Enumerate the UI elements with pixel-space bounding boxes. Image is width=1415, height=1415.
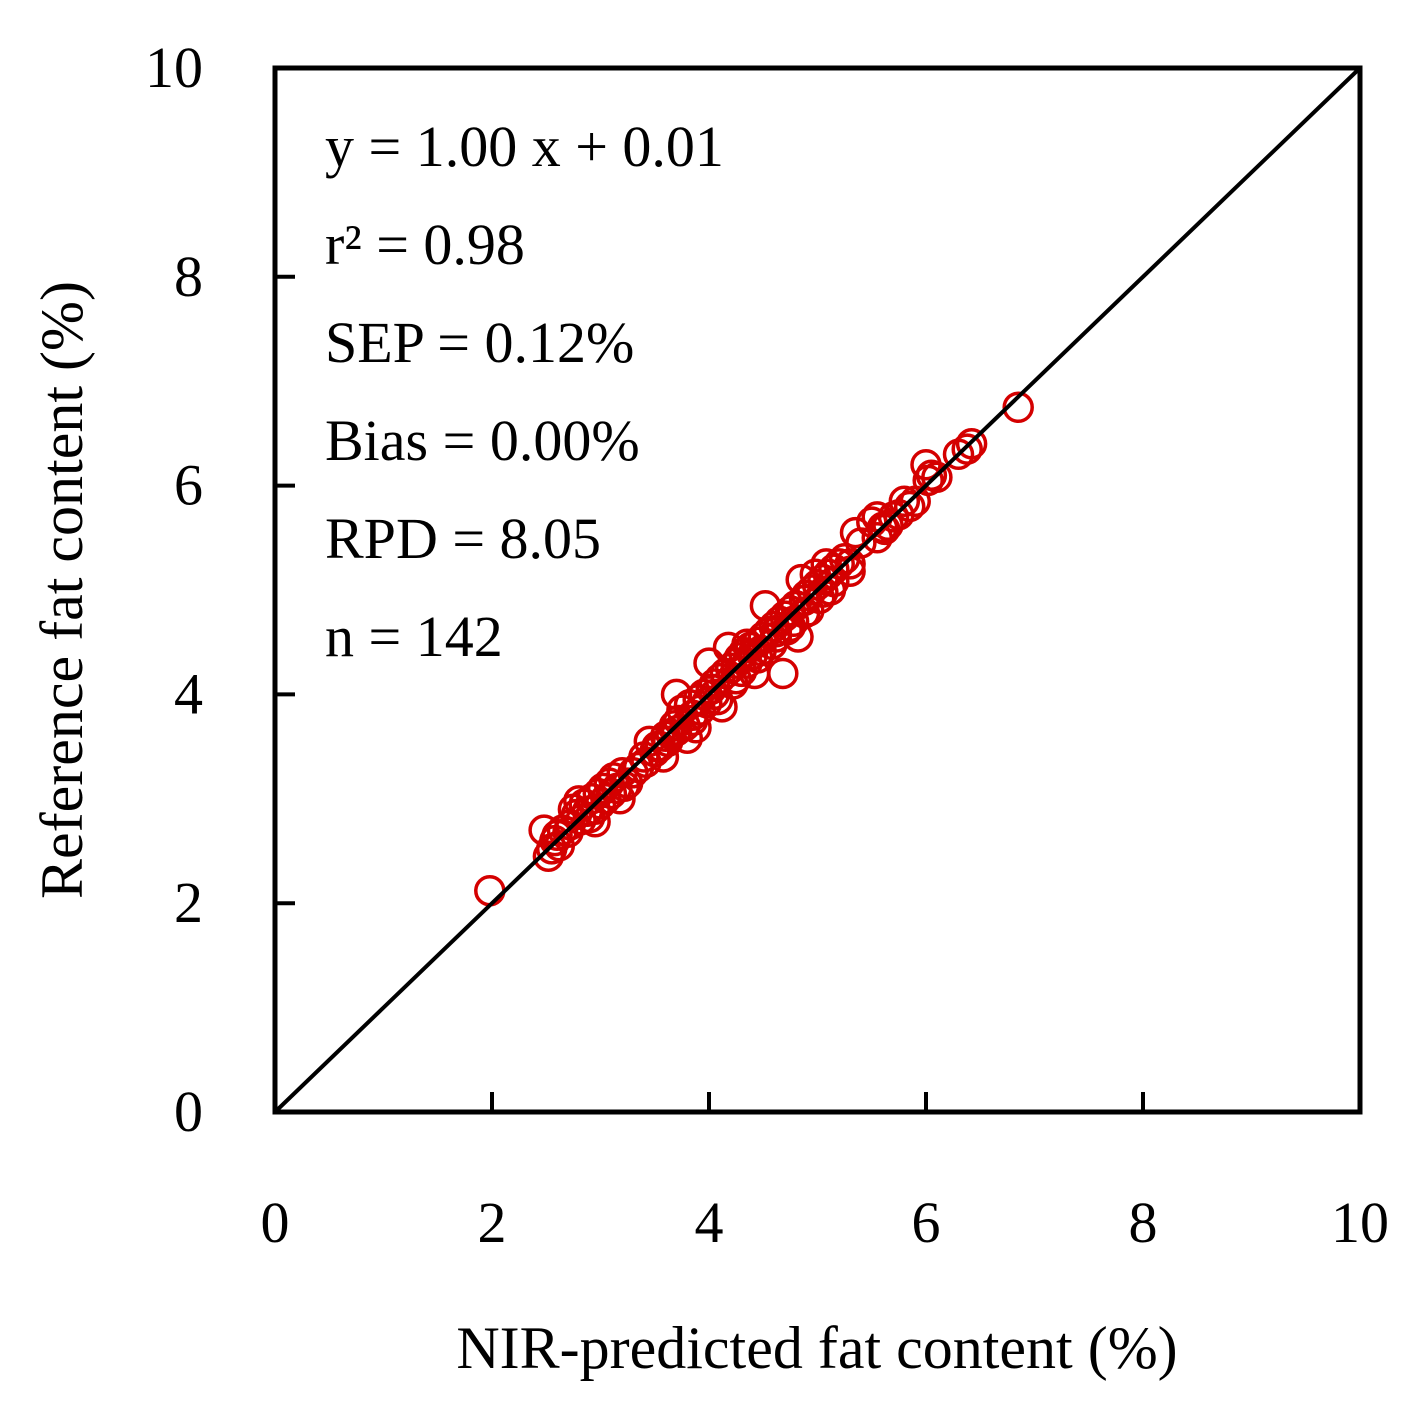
data-point xyxy=(955,428,988,460)
data-point xyxy=(834,548,866,580)
y-tick-label: 8 xyxy=(174,244,203,309)
stat-annotation: SEP = 0.12% xyxy=(325,310,634,375)
data-point xyxy=(951,433,983,465)
y-tick-label: 2 xyxy=(174,870,203,935)
data-point xyxy=(899,485,931,518)
data-point xyxy=(552,816,584,848)
data-point xyxy=(888,485,921,518)
data-point xyxy=(474,874,506,907)
y-tick-label: 6 xyxy=(174,453,203,518)
data-point xyxy=(579,806,611,838)
data-point xyxy=(641,730,673,763)
x-tick-label: 8 xyxy=(1129,1190,1158,1255)
data-point xyxy=(807,576,839,608)
stat-annotation: Bias = 0.00% xyxy=(325,408,640,473)
x-tick-label: 10 xyxy=(1331,1190,1389,1255)
y-axis-ticks: 0 2 4 6 8 10 xyxy=(145,35,295,1144)
data-point xyxy=(698,678,731,711)
stat-annotation: RPD = 8.05 xyxy=(325,506,601,571)
y-tick-label: 10 xyxy=(145,35,203,100)
x-tick-label: 2 xyxy=(478,1190,507,1255)
y-axis-title: Reference fat content (%) xyxy=(29,281,95,899)
stat-annotation: y = 1.00 x + 0.01 xyxy=(325,114,724,179)
data-point xyxy=(676,704,709,737)
data-point xyxy=(893,490,926,523)
stat-annotation: r² = 0.98 xyxy=(325,212,525,277)
y-tick-label: 4 xyxy=(174,661,203,726)
data-point xyxy=(818,565,850,598)
data-point xyxy=(584,788,617,820)
x-axis-title: NIR-predicted fat content (%) xyxy=(456,1315,1177,1381)
x-tick-label: 0 xyxy=(261,1190,290,1255)
x-tick-label: 6 xyxy=(912,1190,941,1255)
data-point xyxy=(660,715,693,747)
data-point xyxy=(788,597,821,629)
x-axis-ticks: 0 2 4 6 8 10 xyxy=(261,1092,1389,1255)
data-point xyxy=(760,616,793,648)
data-point xyxy=(698,668,731,700)
x-tick-label: 4 xyxy=(695,1190,724,1255)
plot-frame xyxy=(272,65,1363,1115)
data-point xyxy=(720,662,752,695)
stats-annotations: y = 1.00 x + 0.01 r² = 0.98 SEP = 0.12% Bia… xyxy=(325,114,724,669)
data-point xyxy=(869,513,901,546)
data-point xyxy=(630,746,662,779)
data-point xyxy=(608,770,641,803)
data-point xyxy=(796,574,828,606)
data-point xyxy=(767,657,799,690)
data-point xyxy=(790,579,823,611)
stat-annotation: n = 142 xyxy=(325,604,503,669)
data-point xyxy=(921,461,953,493)
y-tick-label: 0 xyxy=(174,1079,203,1144)
one-to-one-line xyxy=(273,66,1362,1114)
data-point xyxy=(1002,391,1034,424)
data-point xyxy=(861,522,893,554)
